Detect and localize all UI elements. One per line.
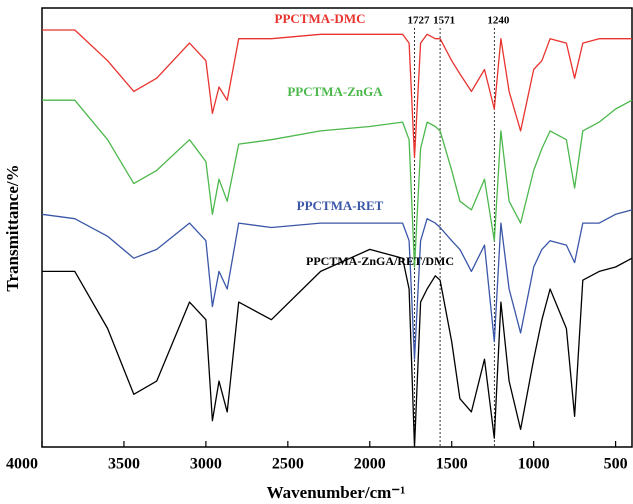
x-tick-label: 500 (604, 456, 628, 473)
x-tick-label: 4000 (6, 456, 38, 473)
y-axis-label: Transmittance/% (3, 164, 22, 291)
spectrum-line (42, 29, 632, 158)
x-tick-label: 1000 (518, 456, 550, 473)
plot-frame (41, 7, 633, 448)
spectrum-line (42, 99, 633, 268)
series-label: PPCTMA-RET (297, 198, 384, 213)
x-axis-label: Wavenumber/cm⁻¹ (267, 483, 406, 502)
series-label: PPCTMA-DMC (275, 11, 366, 26)
series-label: PPCTMA-ZnGA/RET/DMC (306, 254, 454, 268)
annotation: 1240 (487, 15, 510, 27)
x-tick-label: 1500 (436, 456, 468, 473)
x-tick-label: 2500 (272, 456, 304, 473)
spectrum-line (41, 209, 633, 360)
annotation: 1727 (408, 15, 431, 27)
x-tick-label: 3000 (190, 456, 222, 473)
series-label: PPCTMA-ZnGA (287, 84, 383, 99)
x-tick-label: 2000 (354, 456, 386, 473)
spectrum-line (42, 248, 633, 448)
x-tick-label: 3500 (108, 456, 140, 473)
annotation: 1571 (433, 15, 455, 27)
